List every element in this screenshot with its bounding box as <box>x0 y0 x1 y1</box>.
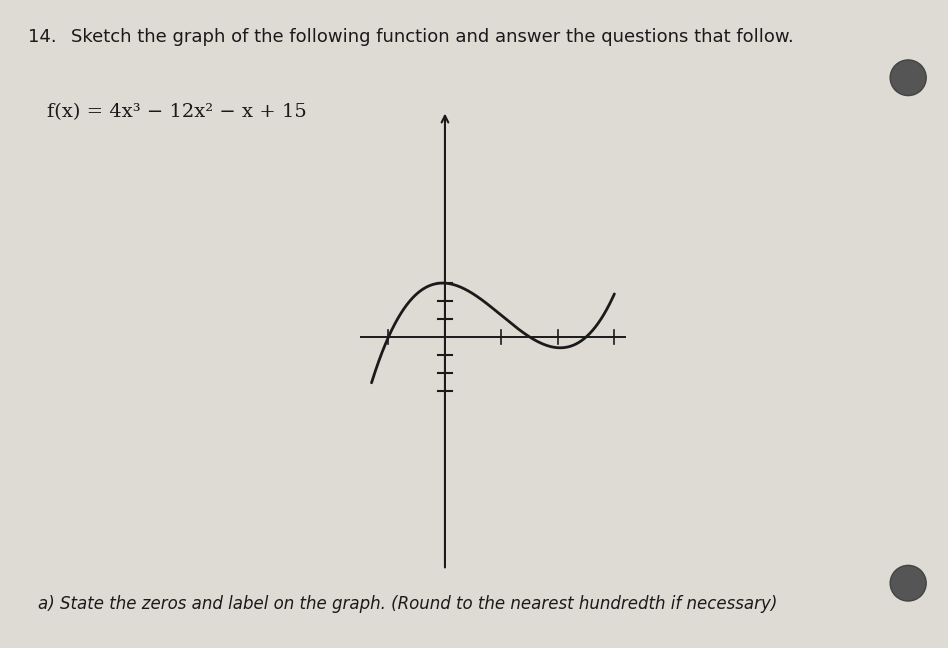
Text: f(x) = 4x³ − 12x² − x + 15: f(x) = 4x³ − 12x² − x + 15 <box>47 102 307 121</box>
Text: a) State the zeros and label on the graph. (Round to the nearest hundredth if ne: a) State the zeros and label on the grap… <box>38 595 777 613</box>
Text: 14.: 14. <box>28 28 57 46</box>
Text: Sketch the graph of the following function and answer the questions that follow.: Sketch the graph of the following functi… <box>71 28 793 46</box>
